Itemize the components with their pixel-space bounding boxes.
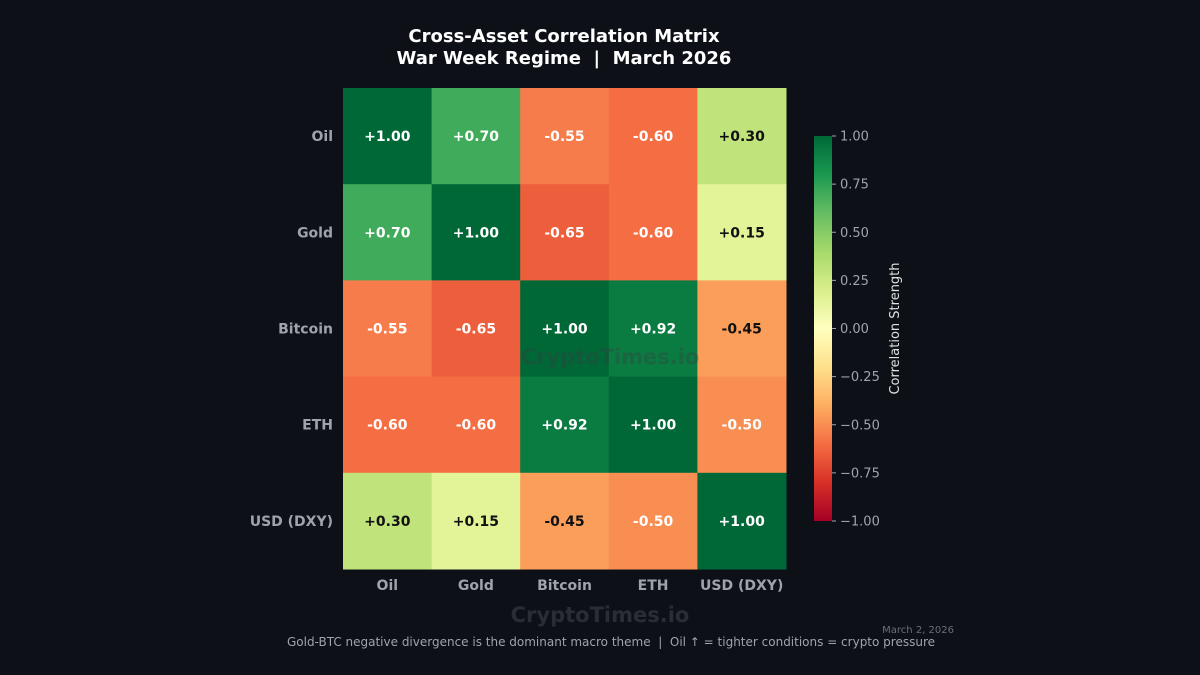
chart-title: Cross-Asset Correlation Matrix <box>408 26 720 47</box>
cell-label: -0.45 <box>544 514 584 530</box>
heatmap-cell <box>343 184 433 281</box>
heatmap-cell <box>520 88 610 185</box>
heatmap-cell <box>520 280 610 378</box>
cell-label: -0.65 <box>544 225 584 241</box>
colorbar-tick-label: −0.75 <box>840 466 880 481</box>
heatmap-cell <box>608 472 698 570</box>
colorbar-tick-label: 1.00 <box>840 130 869 145</box>
heatmap-cell <box>343 88 433 185</box>
colorbar-tick-label: −0.25 <box>840 370 880 385</box>
cell-label: -0.55 <box>544 129 584 145</box>
heatmap-cell <box>697 376 787 474</box>
colorbar-label: Correlation Strength <box>888 262 903 394</box>
colorbar <box>814 136 832 521</box>
row-label: Oil <box>312 129 334 145</box>
row-label: USD (DXY) <box>250 514 333 530</box>
cell-label: +0.30 <box>719 129 766 145</box>
cell-label: -0.55 <box>367 322 407 338</box>
column-label: Oil <box>377 578 399 594</box>
cell-label: +1.00 <box>541 322 588 338</box>
heatmap-cell <box>697 472 787 570</box>
heatmap-cell <box>697 184 787 281</box>
colorbar-tick-label: −0.50 <box>840 418 880 433</box>
colorbar-tick-label: 0.25 <box>840 274 869 289</box>
heatmap-cell <box>608 376 698 474</box>
colorbar-tick-label: −1.00 <box>840 515 880 530</box>
cell-label: -0.60 <box>367 418 408 434</box>
heatmap-cell <box>431 376 521 474</box>
cell-label: -0.60 <box>633 225 674 241</box>
heatmap-cell <box>343 376 433 474</box>
cell-label: +0.15 <box>719 225 765 241</box>
cell-label: +0.92 <box>630 322 676 338</box>
row-label: Bitcoin <box>278 322 333 338</box>
cell-label: +0.70 <box>364 225 411 241</box>
cell-label: +0.15 <box>453 514 499 530</box>
row-label: Gold <box>297 225 333 241</box>
watermark-center: CryptoTimes.io <box>521 345 700 369</box>
column-label: Bitcoin <box>537 578 592 594</box>
heatmap-cell <box>431 184 521 281</box>
colorbar-tick-label: 0.00 <box>840 322 869 337</box>
heatmap-cell <box>608 280 698 378</box>
heatmap-cell <box>697 88 787 185</box>
heatmap-cell <box>608 88 698 185</box>
column-label: USD (DXY) <box>700 578 783 594</box>
column-label: ETH <box>638 578 669 594</box>
cell-label: +1.00 <box>364 129 411 145</box>
cell-label: -0.50 <box>633 514 674 530</box>
watermark-bottom: CryptoTimes.io <box>511 603 690 627</box>
heatmap-cell <box>431 88 521 185</box>
cell-label: +1.00 <box>453 225 500 241</box>
colorbar-tick-label: 0.75 <box>840 178 869 193</box>
cell-label: -0.65 <box>456 322 496 338</box>
date-label: March 2, 2026 <box>882 625 954 636</box>
heatmap-cell <box>431 280 521 378</box>
row-label: ETH <box>302 418 333 434</box>
heatmap-cell <box>697 280 787 378</box>
heatmap-cell <box>520 472 610 570</box>
heatmap-cell <box>520 184 610 281</box>
cell-label: -0.45 <box>722 322 762 338</box>
footnote: Gold-BTC negative divergence is the domi… <box>287 635 935 649</box>
heatmap-cell <box>343 280 433 378</box>
cell-label: -0.60 <box>633 129 674 145</box>
heatmap-cell <box>431 472 521 570</box>
colorbar-tick-label: 0.50 <box>840 226 869 241</box>
cell-label: +0.30 <box>364 514 411 530</box>
chart-subtitle: War Week Regime | March 2026 <box>397 48 732 69</box>
cell-label: +1.00 <box>630 418 677 434</box>
heatmap-cell <box>608 184 698 281</box>
cell-label: +0.92 <box>541 418 587 434</box>
cell-label: +1.00 <box>719 514 766 530</box>
cell-label: -0.50 <box>722 418 763 434</box>
heatmap-cell <box>343 472 433 570</box>
cell-label: +0.70 <box>453 129 500 145</box>
column-label: Gold <box>458 578 494 594</box>
heatmap-cell <box>520 376 610 474</box>
cell-label: -0.60 <box>456 418 497 434</box>
